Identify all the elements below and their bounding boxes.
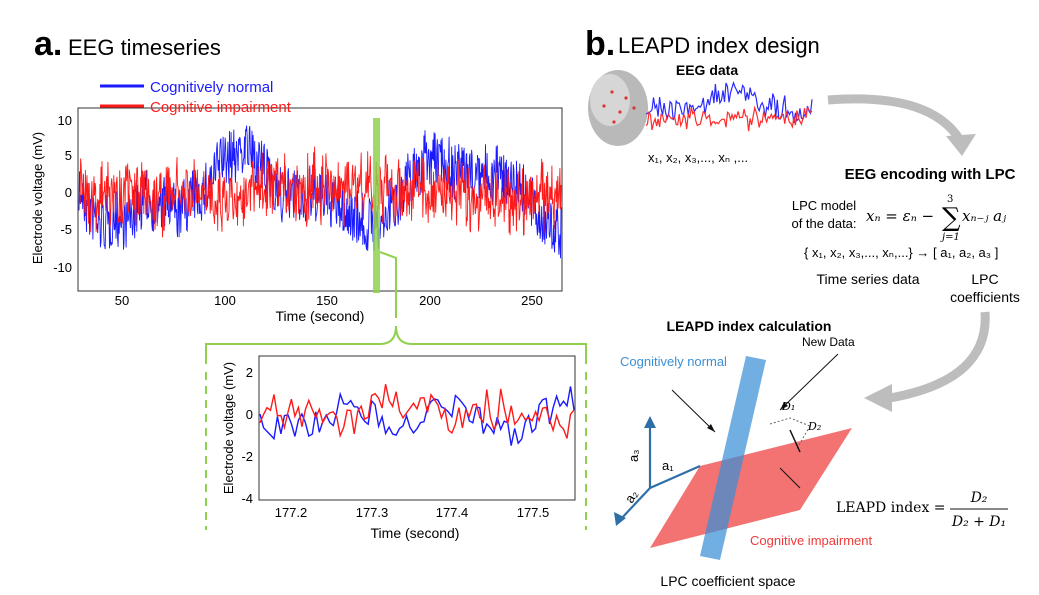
main-xtick: 100 [214, 293, 236, 308]
main-ytick: -10 [53, 260, 72, 275]
flow-arrow-bottom [889, 311, 990, 403]
impair-space-label: Cognitive impairment [750, 533, 872, 548]
svg-text:D₂ + D₁: D₂ + D₁ [951, 514, 1006, 530]
main-ytick: 10 [58, 113, 72, 128]
new-data-label: New Data [802, 335, 855, 349]
zoom-xtick: 177.3 [356, 505, 389, 520]
d1-label: D₁ [781, 400, 795, 413]
zoom-xtick: 177.4 [436, 505, 469, 520]
trace-line [78, 146, 562, 238]
axis-a1-label: a₁ [662, 458, 674, 473]
leapd-index-label: LEAPD index = [836, 500, 946, 516]
main-plot-frame [77, 107, 563, 292]
axis-a3-label: a₃ [626, 449, 641, 462]
trace-line [645, 105, 813, 132]
encoding-title: EEG encoding with LPC [845, 166, 1016, 183]
trace-line [259, 386, 575, 446]
distance-d1-marker [769, 417, 811, 427]
impairment-plane [650, 428, 852, 548]
lpc-coeff-line1: LPC [971, 271, 998, 287]
pointer-normal [671, 389, 716, 433]
lpc-coeff-line2: coefficients [950, 289, 1020, 305]
normal-plane [700, 356, 766, 560]
lpc-model-line1: LPC model [792, 198, 856, 213]
axis-a2-head [614, 512, 626, 526]
svg-text:3: 3 [947, 194, 953, 205]
axis-a3-head [644, 416, 656, 428]
svg-text:∑: ∑ [942, 203, 961, 233]
main-ytick: -5 [60, 222, 72, 237]
normal-space-label: Cognitively normal [620, 354, 727, 369]
lpc-equation: xₙ = εₙ − ∑ 3 j=1 xₙ₋ⱼ aⱼ [866, 194, 1006, 243]
flow-arrow-bottom-head [864, 384, 892, 412]
eeg-mini-traces [645, 80, 813, 132]
legend-label-normal: Cognitively normal [150, 79, 273, 96]
axis-a2-label: a₂ [622, 487, 641, 505]
zoom-xlabel: Time (second) [371, 525, 460, 541]
time-series-label: Time series data [817, 271, 920, 287]
mapping-text: { x₁, x₂, x₃,..., xₙ,...} → [ a₁, a₂, a₃… [804, 245, 998, 260]
panel-a-letter: a. [34, 25, 62, 63]
sequence-label: x₁, x₂, x₃,..., xₙ ,... [648, 150, 748, 165]
distance-d2-marker [795, 425, 811, 451]
main-xlabel: Time (second) [276, 308, 365, 324]
calc-title: LEAPD index calculation [667, 318, 832, 334]
svg-text:D₂: D₂ [970, 490, 988, 506]
leapd-fraction: D₂ D₂ + D₁ [950, 490, 1008, 530]
zoom-connector [379, 251, 397, 318]
lpc-model-line2: of the data: [791, 216, 856, 231]
trace-line [645, 80, 813, 124]
zoom-xtick: 177.5 [517, 505, 550, 520]
svg-text:xₙ = εₙ −: xₙ = εₙ − [866, 207, 934, 225]
space-label: LPC coefficient space [660, 573, 795, 589]
zoom-bracket [205, 325, 587, 364]
zoom-plot-traces [259, 384, 575, 446]
coefficient-axes [619, 424, 701, 521]
main-ylabel: Electrode voltage (mV) [30, 132, 45, 264]
highlight-band [373, 118, 380, 293]
svg-text:j=1: j=1 [940, 232, 960, 243]
zoom-ytick: 0 [246, 407, 253, 422]
trace-line [259, 384, 575, 439]
zoom-ylabel: Electrode voltage (mV) [221, 362, 236, 494]
eeg-data-label: EEG data [676, 62, 738, 78]
panel-b-title: LEAPD index design [618, 33, 820, 58]
zoom-plot-frame [258, 355, 576, 501]
svg-text:xₙ₋ⱼ aⱼ: xₙ₋ⱼ aⱼ [962, 207, 1006, 225]
d2-label: D₂ [807, 420, 821, 433]
flow-arrow-top-head [946, 134, 976, 156]
zoom-ytick: -4 [241, 491, 253, 506]
main-xtick: 50 [115, 293, 129, 308]
head-icon [588, 70, 648, 146]
pointer-impair [779, 467, 801, 489]
panel-a-title: EEG timeseries [68, 35, 221, 60]
main-plot-traces [78, 125, 562, 259]
main-xtick: 200 [419, 293, 441, 308]
new-data-point [789, 429, 801, 453]
legend-label-impair: Cognitive impairment [150, 99, 292, 116]
main-xtick: 150 [316, 293, 338, 308]
panel-b-letter: b. [585, 25, 615, 63]
flow-arrow-top [827, 94, 964, 143]
main-ytick: 0 [65, 185, 72, 200]
pointer-new-data [779, 353, 839, 411]
zoom-ytick: -2 [241, 449, 253, 464]
zoom-ytick: 2 [246, 365, 253, 380]
main-xtick: 250 [521, 293, 543, 308]
main-ytick: 5 [65, 148, 72, 163]
zoom-xtick: 177.2 [275, 505, 308, 520]
